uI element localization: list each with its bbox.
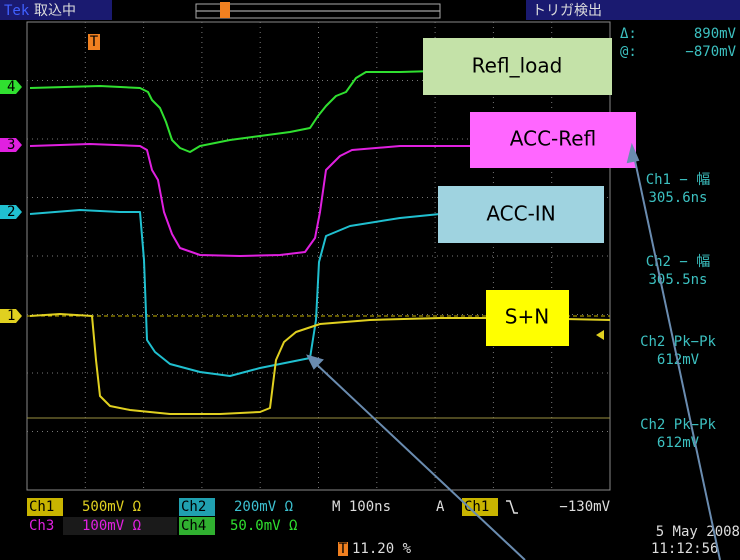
annotation: ACC-Refl (510, 127, 596, 151)
date: 5 May 2008 (656, 524, 740, 540)
ch2-marker-label: 2 (7, 204, 15, 220)
trigger-position-icon-label: T (339, 541, 348, 557)
time: 11:12:56 (651, 541, 718, 557)
cursor-at-value: −870mV (685, 44, 736, 60)
ch3-marker-label: 3 (7, 137, 15, 153)
timebase: M 100ns (332, 499, 391, 515)
measurement-label: Ch2 Pk−Pk (640, 334, 716, 350)
cursor-delta-label: Δ: (620, 26, 637, 42)
ch2-name: Ch2 (181, 499, 206, 515)
background (0, 0, 740, 560)
scope-screen: Tek 取込中 トリガ検出 4 3 2 1 T Refl_load ACC-Re… (0, 0, 740, 560)
cursor-at-label: @: (620, 44, 637, 60)
ch2-scale: 200mV Ω (234, 499, 293, 515)
measurement-value: 305.5ns (648, 272, 707, 288)
annotation: Refl_load (472, 54, 563, 78)
trigger-mode: A (436, 499, 445, 515)
annotation: S+N (505, 305, 549, 329)
ch4-scale: 50.0mV Ω (230, 518, 297, 534)
measurement-label: Ch2 Pk−Pk (640, 417, 716, 433)
cursor-delta-value: 890mV (694, 26, 737, 42)
trigger-level: −130mV (559, 499, 610, 515)
trigger-icon-label: T (90, 34, 99, 50)
trigger-status: トリガ検出 (532, 3, 602, 19)
ch3-scale: 100mV Ω (82, 518, 141, 534)
measurement-value: 305.6ns (648, 190, 707, 206)
trigger-position: 11.20 % (352, 541, 412, 557)
ch4-name: Ch4 (181, 518, 206, 534)
annotation: ACC-IN (486, 202, 555, 226)
ch4-marker-label: 4 (7, 79, 15, 95)
trigger-pos-icon (220, 2, 230, 18)
ch1-name: Ch1 (29, 499, 54, 515)
brand: Tek (4, 3, 30, 19)
ch1-marker-label: 1 (7, 308, 15, 324)
ch1-scale: 500mV Ω (82, 499, 141, 515)
ch3-name: Ch3 (29, 518, 54, 534)
acq-status: 取込中 (34, 3, 76, 19)
measurement-label: Ch1 − 幅 (646, 172, 711, 188)
